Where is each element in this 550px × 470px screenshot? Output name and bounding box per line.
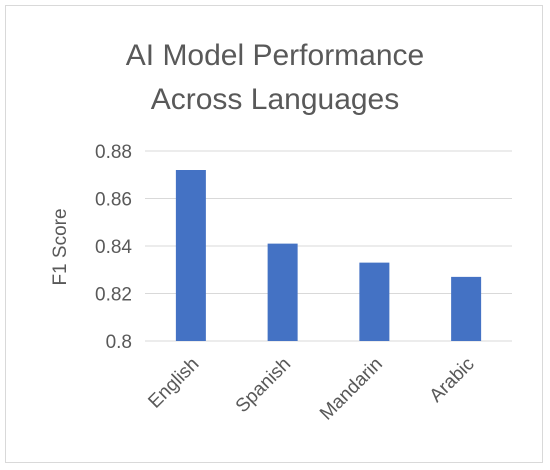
y-tick-label: 0.88 xyxy=(95,142,132,163)
y-tick-label: 0.84 xyxy=(95,237,132,258)
bars xyxy=(175,170,482,341)
x-tick-label-spanish: Spanish xyxy=(232,354,295,417)
y-axis-ticks: 0.8 0.82 0.84 0.86 0.88 xyxy=(95,142,132,353)
y-tick-label: 0.82 xyxy=(95,285,132,306)
bar-mandarin xyxy=(359,262,390,341)
y-tick-label: 0.8 xyxy=(106,332,132,353)
x-axis-ticks: English Spanish Mandarin Arabic xyxy=(144,354,478,425)
gridlines xyxy=(145,150,512,342)
x-tick-label-english: English xyxy=(144,354,203,413)
y-tick-label: 0.86 xyxy=(95,190,132,211)
chart-frame xyxy=(5,5,543,463)
bar-english xyxy=(175,170,206,341)
x-tick-label-mandarin: Mandarin xyxy=(316,354,387,425)
bar-arabic xyxy=(451,276,482,341)
y-axis-title: F1 Score xyxy=(50,208,71,285)
chart-title-line-2: Across Languages xyxy=(150,83,400,116)
x-tick-label-arabic: Arabic xyxy=(426,354,479,407)
chart-title: AI Model Performance Across Languages xyxy=(0,34,550,122)
chart-title-line-1: AI Model Performance xyxy=(125,39,425,72)
bar-spanish xyxy=(267,243,298,341)
